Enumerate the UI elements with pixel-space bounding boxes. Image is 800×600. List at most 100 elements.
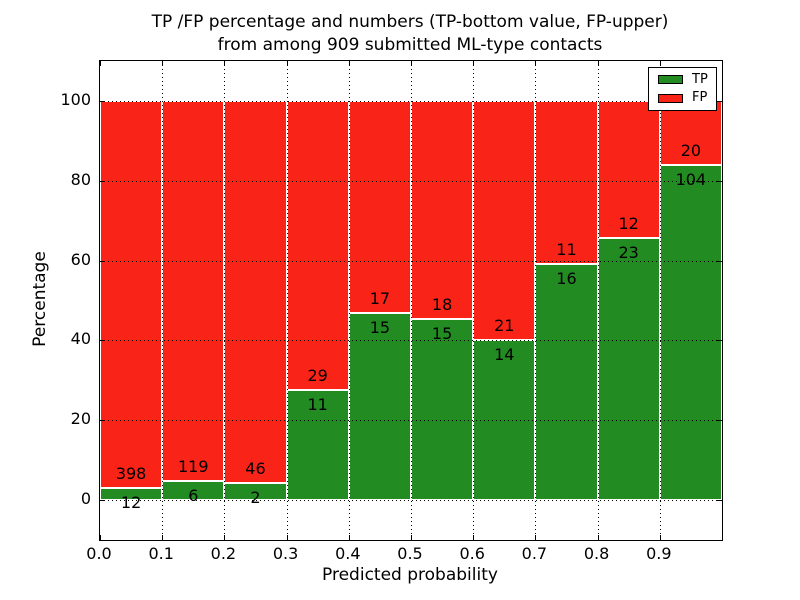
x-gridline: [162, 61, 164, 540]
x-tick-top: [411, 61, 412, 66]
legend-label-tp: TP: [692, 71, 708, 87]
x-tick-label: 0.0: [86, 544, 112, 563]
y-tick-right: [717, 420, 722, 422]
x-tick-label: 0.4: [335, 544, 361, 563]
fp-count-label: 21: [494, 316, 515, 336]
fp-count-label: 398: [115, 464, 147, 484]
y-tick-label: 100: [60, 89, 91, 109]
x-tick-bottom: [473, 535, 475, 540]
plot-area: 398 12 119 6 46 2 29 11 17 15 18 15 21 14 11 16 12 23 20 10…: [99, 60, 723, 541]
x-gridline: [286, 61, 288, 540]
x-tick-top: [473, 61, 475, 66]
tp-count-label: 12: [120, 493, 142, 513]
tp-count-label: 15: [369, 317, 391, 337]
fp-count-label: 17: [369, 288, 391, 308]
legend: TP FP: [648, 67, 717, 111]
x-tick-top: [224, 61, 226, 66]
x-axis-label: Predicted probability: [322, 565, 498, 585]
fp-count-label: 20: [680, 141, 702, 161]
bar-segment-tp: [659, 165, 722, 501]
bar-segment-fp: [473, 100, 536, 341]
x-gridline: [597, 61, 599, 540]
y-tick-label: 20: [70, 409, 91, 429]
y-tick-label: 40: [70, 329, 91, 349]
x-tick-label: 0.5: [397, 544, 423, 563]
chart-title-line1: TP /FP percentage and numbers (TP-bottom…: [151, 12, 669, 32]
x-tick-label: 0.7: [521, 544, 548, 563]
x-tick-bottom: [659, 535, 661, 540]
chart-title-line2: from among 909 submitted ML-type contact…: [217, 35, 603, 55]
y-tick-left: [100, 340, 105, 342]
bar-segment-tp: [473, 340, 536, 501]
y-tick-right: [717, 340, 722, 342]
x-tick-top: [597, 61, 599, 66]
x-tick-bottom: [535, 535, 537, 540]
tp-count-label: 14: [494, 345, 515, 365]
y-tick-left: [100, 500, 105, 502]
x-tick-top: [659, 61, 661, 66]
fp-count-label: 18: [431, 294, 453, 314]
x-tick-bottom: [286, 535, 288, 540]
y-tick-right: [717, 500, 722, 502]
bar-segment-fp: [100, 100, 163, 489]
tp-count-label: 11: [307, 395, 328, 415]
fp-count-label: 46: [245, 459, 266, 479]
x-tick-bottom: [162, 535, 164, 540]
x-gridline: [473, 61, 475, 540]
x-gridline: [411, 61, 412, 540]
x-gridline: [348, 61, 350, 540]
bar-segment-tp: [597, 237, 660, 501]
x-tick-label: 0.3: [272, 544, 299, 563]
x-tick-top: [100, 61, 101, 66]
x-gridline: [659, 61, 661, 540]
y-tick-left: [100, 260, 105, 262]
x-gridline: [224, 61, 226, 540]
bar-segment-fp: [286, 100, 349, 391]
tp-count-label: 23: [618, 242, 639, 262]
bar-segment-tp: [100, 488, 163, 501]
y-tick-right: [717, 180, 722, 182]
fp-count-label: 29: [307, 366, 328, 386]
tp-count-label: 2: [250, 488, 261, 508]
tp-count-label: 15: [431, 323, 453, 343]
tp-count-label: 6: [188, 485, 199, 505]
y-axis-label: Percentage: [30, 251, 50, 347]
bar-segment-fp: [162, 100, 225, 481]
legend-entry-tp: TP: [649, 71, 716, 87]
bar-segment-fp: [535, 100, 598, 264]
x-gridline: [535, 61, 537, 540]
x-tick-bottom: [100, 535, 101, 540]
bar-segment-fp: [348, 100, 411, 313]
x-tick-label: 0.2: [210, 544, 237, 563]
bar-segment-tp: [411, 318, 474, 501]
y-tick-label: 0: [80, 489, 91, 509]
tp-count-label: 16: [556, 268, 577, 288]
y-tick-left: [100, 420, 105, 422]
legend-swatch-tp: [658, 75, 683, 85]
x-tick-bottom: [348, 535, 350, 540]
fp-count-label: 12: [618, 213, 639, 233]
x-tick-top: [535, 61, 537, 66]
x-tick-top: [286, 61, 288, 66]
x-tick-top: [162, 61, 164, 66]
x-tick-top: [348, 61, 350, 66]
x-tick-bottom: [597, 535, 599, 540]
y-tick-left: [100, 180, 105, 182]
bar-segment-tp: [535, 263, 598, 501]
legend-label-fp: FP: [692, 90, 708, 106]
x-tick-bottom: [224, 535, 226, 540]
bar-segment-fp: [224, 100, 287, 484]
fp-count-label: 119: [178, 456, 209, 476]
bar-segment-fp: [659, 100, 722, 166]
y-tick-label: 80: [70, 169, 91, 189]
legend-swatch-fp: [658, 93, 683, 103]
y-tick-right: [717, 260, 722, 262]
y-tick-left: [100, 100, 105, 102]
tp-count-label: 104: [675, 170, 707, 190]
y-tick-right: [717, 100, 722, 102]
x-tick-label: 0.9: [646, 544, 672, 563]
fp-count-label: 11: [556, 239, 577, 259]
y-tick-label: 60: [70, 249, 91, 269]
x-tick-label: 0.6: [459, 544, 485, 563]
